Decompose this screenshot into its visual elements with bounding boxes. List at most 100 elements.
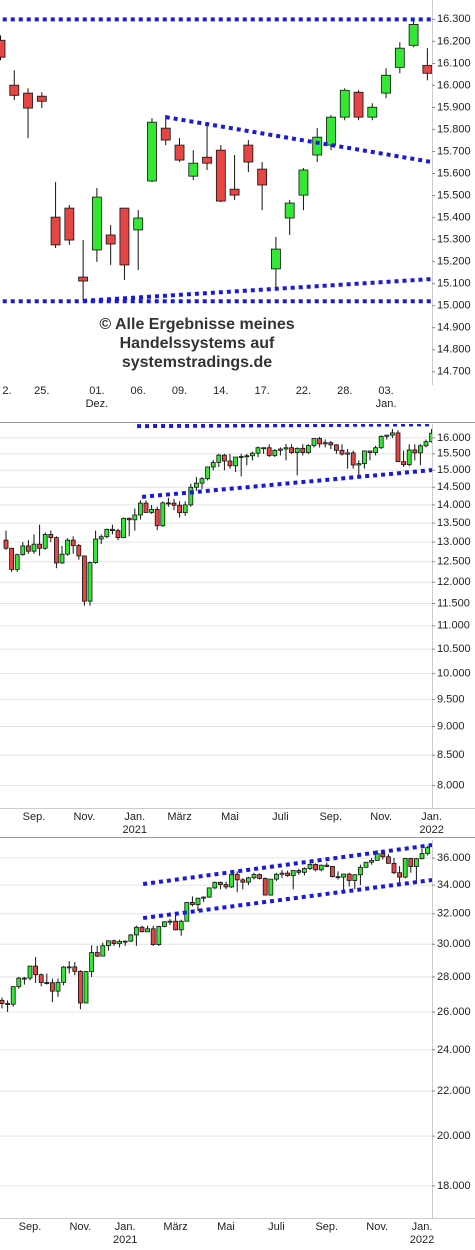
- trend-line: [142, 878, 432, 921]
- candle-body: [199, 478, 205, 484]
- y-tick-label: 15.700: [437, 145, 471, 157]
- trend-line: [142, 843, 432, 887]
- candle-body: [326, 116, 336, 146]
- candle-body: [16, 977, 22, 988]
- x-tick-sublabel: Jan.: [376, 398, 397, 410]
- candle-body: [341, 873, 347, 878]
- y-tick-label: 34.000: [437, 879, 471, 891]
- candle-body: [156, 926, 162, 946]
- candle-body: [36, 95, 47, 102]
- y-tick-label: 9.500: [437, 693, 465, 705]
- candle-body: [64, 207, 75, 241]
- candle-body: [117, 941, 122, 944]
- x-tick-label: Juli: [272, 811, 289, 823]
- candle-body: [205, 466, 211, 480]
- y-tick-label: 24.000: [437, 1044, 471, 1056]
- candle-body: [333, 444, 339, 451]
- y-tick-label: 26.000: [437, 1006, 471, 1018]
- candle-body: [318, 864, 324, 871]
- candle-body: [285, 872, 291, 876]
- y-tick-label: 15.800: [437, 123, 471, 135]
- y-tick-label: 15.600: [437, 167, 471, 179]
- x-tick-label: 01.: [89, 385, 104, 397]
- y-tick-label: 8.000: [437, 779, 465, 791]
- x-tick-label: Sep.: [315, 1221, 338, 1233]
- candle-body: [339, 89, 350, 118]
- y-tick-label: 14.000: [437, 499, 471, 511]
- candle-body: [283, 447, 289, 450]
- y-tick-label: 16.300: [437, 13, 471, 25]
- x-tick-sublabel: 2022: [419, 824, 443, 836]
- candle-body: [149, 508, 155, 513]
- candle-body: [89, 952, 94, 972]
- candle-body: [311, 438, 317, 446]
- candle-body: [3, 539, 9, 549]
- candle-body: [48, 533, 54, 539]
- candle-body: [378, 435, 384, 449]
- candle-body: [188, 162, 199, 177]
- y-tick-label: 10.500: [437, 643, 471, 655]
- x-tick-label: 28.: [337, 385, 352, 397]
- candle-body: [335, 876, 341, 879]
- x-tick-label: 25.: [34, 385, 49, 397]
- x-tick-sublabel: 2021: [123, 824, 147, 836]
- candle-body: [55, 981, 61, 992]
- plot: [0, 424, 432, 787]
- y-tick-label: 16.100: [437, 57, 471, 69]
- candle-body: [21, 977, 27, 980]
- candle-body: [215, 149, 226, 202]
- candle-body: [229, 188, 240, 196]
- candle-body: [397, 872, 403, 878]
- candle-body: [14, 554, 20, 570]
- x-tick-sublabel: 2022: [410, 1234, 434, 1246]
- candle-body: [296, 870, 302, 873]
- candle-body: [25, 545, 31, 552]
- candle-body: [353, 91, 364, 118]
- candle-body: [147, 121, 157, 182]
- y-tick-label: 15.000: [437, 300, 471, 312]
- candle-body: [160, 502, 166, 527]
- x-tick-label: Sep.: [19, 1221, 42, 1233]
- candle-body: [369, 860, 375, 863]
- candle-body: [189, 901, 195, 905]
- candle-body: [150, 928, 156, 946]
- candle-body: [381, 74, 391, 94]
- candle-body: [223, 884, 229, 888]
- candle-body: [106, 940, 111, 947]
- candle-body: [115, 530, 121, 539]
- candle-body: [217, 881, 223, 885]
- candle-body: [361, 450, 367, 465]
- candle-body: [61, 966, 66, 983]
- candle-body: [44, 982, 50, 984]
- x-tick-label: Sep.: [23, 811, 46, 823]
- candle-body: [111, 940, 117, 944]
- candle-body: [389, 432, 395, 436]
- candle-body: [126, 517, 132, 521]
- y-tick-label: 28.000: [437, 971, 471, 983]
- candle-body: [87, 562, 93, 602]
- candle-body: [417, 445, 423, 454]
- y-tick-label: 15.200: [437, 256, 471, 268]
- x-tick-label: Nov.: [69, 1221, 91, 1233]
- candle-body: [380, 853, 386, 858]
- y-tick-label: 10.000: [437, 668, 471, 680]
- candle-body: [91, 196, 102, 251]
- candle-body: [227, 460, 233, 467]
- candle-body: [76, 545, 82, 557]
- x-tick-label: Jan.: [421, 811, 442, 823]
- candle-body: [202, 156, 212, 164]
- candle-body: [401, 461, 407, 466]
- candle-body: [132, 514, 138, 521]
- candle-body: [100, 945, 106, 957]
- watermark: Handelssystems auf: [120, 335, 275, 352]
- candle-body: [313, 863, 319, 871]
- y-tick-label: 16.000: [437, 432, 471, 444]
- candle-body: [284, 202, 295, 219]
- candle-body: [257, 168, 268, 186]
- candle-body: [357, 866, 363, 876]
- candle-body: [94, 952, 100, 957]
- y-tick-label: 9.000: [437, 720, 465, 732]
- candle-body: [98, 536, 104, 540]
- candle-body: [352, 874, 358, 881]
